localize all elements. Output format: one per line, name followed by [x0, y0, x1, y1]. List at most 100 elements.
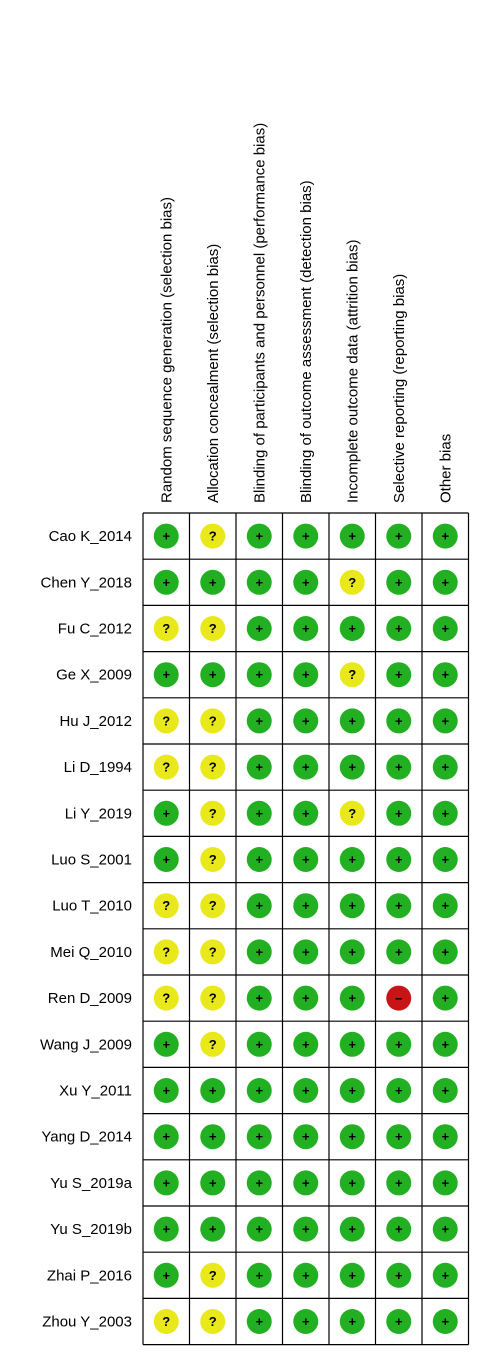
- rating-low: +: [153, 1216, 179, 1242]
- rating-low: +: [246, 754, 272, 780]
- rating-symbol: +: [302, 991, 310, 1006]
- rating-symbol: +: [209, 575, 217, 590]
- rating-low-icon: [293, 893, 319, 919]
- rating-low: +: [386, 847, 412, 872]
- grid: [142, 512, 470, 1346]
- rating-low-icon: [432, 708, 458, 734]
- rating-unclear-icon: [200, 847, 226, 872]
- rating-symbol: ?: [209, 713, 217, 728]
- rating-symbol: +: [395, 621, 403, 636]
- rating-symbol: +: [395, 1268, 403, 1283]
- rating-low-icon: [386, 1124, 412, 1150]
- rating-low-icon: [246, 1124, 272, 1150]
- rating-symbol: +: [441, 991, 449, 1006]
- rating-low: +: [293, 754, 319, 780]
- rating-low-icon: [246, 800, 272, 826]
- rating-symbol: +: [162, 529, 170, 544]
- rating-low-icon: [200, 1078, 226, 1103]
- rating-symbol: +: [302, 1175, 310, 1190]
- rating-symbol: +: [395, 944, 403, 959]
- rating-symbol: +: [395, 575, 403, 590]
- rating-low-icon: [432, 754, 458, 780]
- rating-low-icon: [246, 569, 272, 595]
- rating-low: +: [293, 1216, 319, 1242]
- rating-symbol: +: [395, 1175, 403, 1190]
- rating-symbol: ?: [162, 760, 170, 775]
- rating-symbol: +: [395, 852, 403, 867]
- rating-unclear-icon: [200, 1262, 226, 1288]
- rating-low: +: [432, 847, 458, 872]
- rating-symbol: +: [255, 621, 263, 636]
- rating-low: +: [386, 893, 412, 919]
- rating-symbol: +: [395, 1083, 403, 1098]
- rating-symbol: +: [162, 1083, 170, 1098]
- rating-low-icon: [246, 662, 272, 688]
- study-label: Yang D_2014: [41, 1129, 132, 1146]
- rating-symbol: +: [441, 1129, 449, 1144]
- rating-low-icon: [293, 1170, 319, 1196]
- rating-low: +: [200, 662, 226, 688]
- rating-low: +: [200, 1170, 226, 1196]
- study-label: Mei Q_2010: [50, 944, 132, 961]
- rating-low-icon: [432, 1031, 458, 1057]
- rating-unclear-icon: [153, 616, 179, 641]
- rating-symbol: ?: [209, 760, 217, 775]
- cells: +? + + + + + + + + +? + +?? + + + + + + + + +? + +?? + + + + +?? + + +…: [153, 523, 458, 1334]
- rating-low-icon: [339, 1262, 365, 1288]
- rating-symbol: +: [302, 1037, 310, 1052]
- rating-unclear: ?: [200, 847, 226, 872]
- rating-low: +: [153, 523, 179, 549]
- rating-symbol: +: [302, 1083, 310, 1098]
- rating-symbol: ?: [162, 1314, 170, 1329]
- rating-symbol: +: [441, 806, 449, 821]
- rating-low-icon: [293, 616, 319, 641]
- rating-low-icon: [432, 662, 458, 688]
- rating-low-icon: [153, 1031, 179, 1057]
- rating-low-icon: [386, 847, 412, 872]
- rating-unclear-icon: [200, 708, 226, 734]
- rating-low-icon: [432, 985, 458, 1011]
- rating-low: +: [339, 1170, 365, 1196]
- rating-unclear: ?: [200, 616, 226, 641]
- rating-low-icon: [339, 616, 365, 641]
- rating-low-icon: [293, 1078, 319, 1103]
- rating-symbol: ?: [209, 1268, 217, 1283]
- rating-unclear: ?: [153, 754, 179, 780]
- rating-low-icon: [246, 616, 272, 641]
- rating-low-icon: [386, 893, 412, 919]
- rating-symbol: +: [441, 898, 449, 913]
- rating-low: +: [246, 616, 272, 641]
- rating-low-icon: [293, 662, 319, 688]
- rating-symbol: ?: [209, 1314, 217, 1329]
- column-label: Random sequence generation (selection bi…: [158, 197, 175, 503]
- rating-symbol: +: [441, 575, 449, 590]
- rating-low: +: [339, 754, 365, 780]
- rating-unclear: ?: [153, 1309, 179, 1334]
- rating-low: +: [386, 616, 412, 641]
- rating-symbol: +: [255, 1314, 263, 1329]
- rating-symbol: +: [348, 1222, 356, 1237]
- rating-low-icon: [246, 1078, 272, 1103]
- rating-low: +: [153, 1124, 179, 1150]
- rating-low-icon: [246, 1262, 272, 1288]
- rating-low-icon: [293, 1216, 319, 1242]
- rating-symbol: +: [255, 529, 263, 544]
- rating-low-icon: [339, 847, 365, 872]
- rating-low-icon: [246, 1309, 272, 1334]
- rating-low-icon: [386, 708, 412, 734]
- rating-symbol: +: [302, 944, 310, 959]
- rating-low: +: [293, 616, 319, 641]
- rating-low-icon: [339, 754, 365, 780]
- rating-low: +: [386, 569, 412, 595]
- rating-low: +: [293, 569, 319, 595]
- rating-symbol: +: [162, 1268, 170, 1283]
- rating-low: +: [432, 985, 458, 1011]
- rating-symbol: ?: [209, 944, 217, 959]
- rating-low-icon: [153, 569, 179, 595]
- rating-low-icon: [339, 1170, 365, 1196]
- rating-symbol: +: [441, 760, 449, 775]
- rating-symbol: ?: [162, 944, 170, 959]
- rating-unclear: ?: [200, 1031, 226, 1057]
- rating-low-icon: [293, 569, 319, 595]
- rating-symbol: +: [441, 621, 449, 636]
